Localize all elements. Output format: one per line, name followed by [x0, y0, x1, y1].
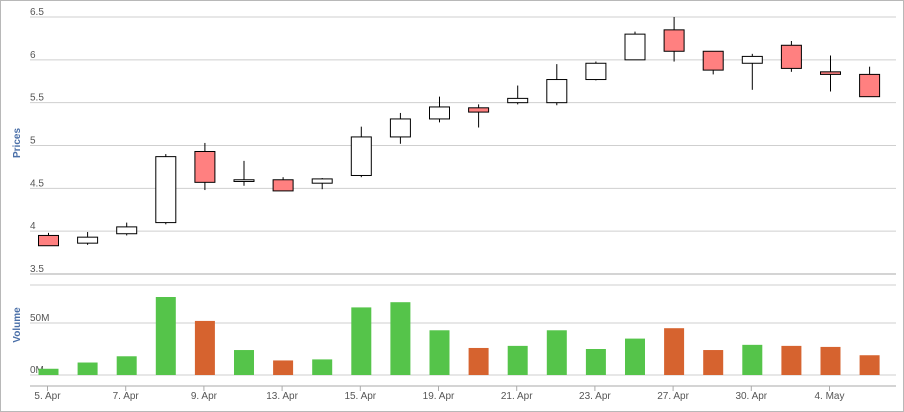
candle-body — [585, 62, 607, 81]
price-tick-label: 4.5 — [30, 178, 44, 189]
candle-body — [702, 50, 724, 71]
x-tick-label: 9. Apr — [191, 391, 218, 402]
candle-body — [429, 106, 450, 120]
candle-body — [859, 73, 881, 98]
candle-body — [155, 156, 177, 224]
volume-bar — [77, 362, 98, 375]
volume-bar — [429, 330, 450, 375]
candle-body — [624, 33, 646, 61]
volume-tick-label: 50M — [30, 313, 49, 324]
candle-body — [780, 44, 802, 69]
volume-bar — [546, 330, 567, 375]
candle-body — [38, 234, 59, 247]
volume-bar — [194, 320, 215, 375]
volume-bar — [468, 347, 489, 375]
x-tick-label: 4. May — [814, 391, 844, 402]
candle-body — [194, 150, 216, 183]
volume-bar — [781, 345, 802, 375]
volume-bar — [859, 355, 880, 375]
x-tick-label: 15. Apr — [344, 391, 376, 402]
volume-bar — [664, 328, 685, 375]
candle-body — [741, 55, 763, 64]
x-tick-label: 27. Apr — [657, 391, 689, 402]
candle-body — [663, 29, 685, 52]
price-tick-label: 6 — [30, 50, 36, 61]
volume-bar — [116, 356, 137, 375]
candle-body — [507, 97, 529, 104]
candle-body — [468, 107, 490, 113]
volume-bar — [703, 350, 724, 375]
candle-body — [311, 178, 333, 184]
price-tick-label: 3.5 — [30, 264, 44, 275]
candle-body — [77, 236, 99, 244]
candle-body — [350, 136, 372, 176]
price-axis-title: Prices — [12, 128, 23, 158]
volume-tick-label: 0M — [30, 365, 44, 376]
candle-body — [116, 226, 138, 235]
candle-body — [389, 118, 411, 138]
candle-body — [272, 179, 294, 192]
volume-bar — [273, 360, 294, 375]
volume-axis-title: Volume — [12, 307, 23, 343]
volume-bar — [312, 359, 333, 375]
price-tick-label: 4 — [30, 221, 36, 232]
x-tick-label: 7. Apr — [113, 391, 140, 402]
price-tick-label: 5 — [30, 136, 36, 147]
volume-bar — [38, 368, 59, 375]
x-tick-label: 5. Apr — [34, 391, 61, 402]
x-tick-label: 19. Apr — [423, 391, 455, 402]
volume-bar — [390, 302, 411, 375]
volume-bar — [820, 346, 841, 375]
candle-body — [233, 179, 255, 182]
volume-bar — [351, 307, 372, 375]
volume-bar — [507, 345, 528, 375]
x-tick-label: 13. Apr — [266, 391, 298, 402]
volume-bar — [155, 297, 176, 375]
volume-bar — [625, 338, 645, 375]
price-tick-label: 5.5 — [30, 93, 44, 104]
volume-bar — [234, 350, 254, 375]
x-tick-label: 23. Apr — [579, 391, 611, 402]
x-tick-label: 30. Apr — [735, 391, 767, 402]
volume-bar — [742, 344, 763, 375]
price-tick-label: 6.5 — [30, 7, 44, 18]
candle-body — [820, 71, 841, 75]
x-tick-label: 21. Apr — [501, 391, 533, 402]
volume-bar — [585, 349, 606, 375]
candle-body — [546, 79, 568, 104]
